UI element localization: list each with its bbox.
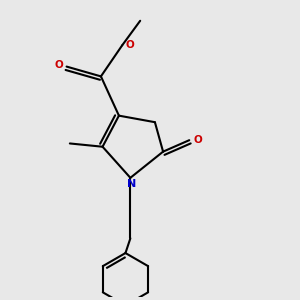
Text: O: O [125, 40, 134, 50]
Text: O: O [55, 60, 64, 70]
Text: O: O [194, 135, 203, 145]
Text: N: N [127, 179, 136, 189]
